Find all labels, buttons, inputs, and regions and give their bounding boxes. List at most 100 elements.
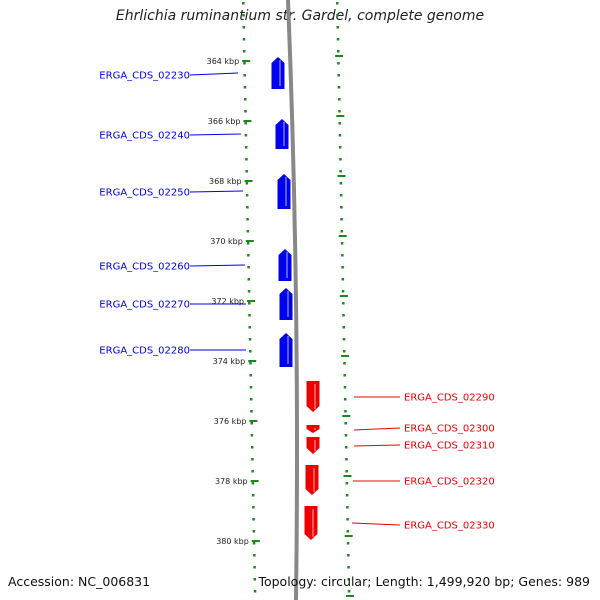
minor-tick-right xyxy=(346,530,350,533)
minor-tick-left xyxy=(251,470,254,473)
gene-label[interactable]: ERGA_CDS_02230 xyxy=(99,71,190,82)
accession-value: NC_006831 xyxy=(78,574,151,589)
gene-label[interactable]: ERGA_CDS_02320 xyxy=(404,477,495,488)
major-tick-left xyxy=(250,480,259,482)
major-tick-right xyxy=(338,235,347,237)
minor-tick-right xyxy=(343,374,346,377)
accession-footer: Accession: NC_006831 xyxy=(8,574,150,589)
gene-arrow[interactable] xyxy=(277,174,291,209)
gene-leader-line xyxy=(189,72,239,76)
minor-tick-left xyxy=(250,410,253,413)
kbp-tick-label: 366 kbp xyxy=(208,117,241,126)
minor-tick-right xyxy=(339,158,342,161)
gene-label[interactable]: ERGA_CDS_02290 xyxy=(404,393,495,404)
major-tick-right xyxy=(339,295,348,297)
gene-arrow-highlight xyxy=(314,440,316,451)
minor-tick-right xyxy=(341,278,345,281)
major-tick-left xyxy=(242,60,251,62)
kbp-tick-label: 374 kbp xyxy=(213,357,246,366)
minor-tick-left xyxy=(248,314,251,317)
minor-tick-right xyxy=(336,14,339,17)
genome-stats-footer: Topology: circular; Length: 1,499,920 bp; … xyxy=(258,574,590,589)
gene-arrow-highlight xyxy=(287,291,289,317)
right-tick-ring xyxy=(335,2,354,597)
gene-arrow[interactable] xyxy=(279,288,293,320)
minor-tick-left xyxy=(252,542,256,545)
length-label: Length: xyxy=(375,574,423,589)
gene-arrow-highlight xyxy=(286,252,288,278)
major-tick-right xyxy=(345,595,354,597)
minor-tick-right xyxy=(337,62,340,65)
gene-arrow-highlight xyxy=(313,468,315,492)
minor-tick-right xyxy=(341,254,344,257)
minor-tick-right xyxy=(346,542,350,545)
minor-tick-left xyxy=(253,554,256,557)
minor-tick-left xyxy=(250,434,254,437)
gene-arrow[interactable] xyxy=(304,506,318,540)
gene-arrow[interactable] xyxy=(271,57,285,89)
minor-tick-left xyxy=(252,530,256,533)
major-tick-left xyxy=(244,180,253,182)
kbp-tick-label: 372 kbp xyxy=(211,297,244,306)
major-tick-left xyxy=(248,360,257,362)
gene-label[interactable]: ERGA_CDS_02250 xyxy=(99,188,190,199)
gene-arrow[interactable] xyxy=(305,465,319,495)
minor-tick-left xyxy=(246,242,250,245)
length-value: 1,499,920 bp; xyxy=(426,574,515,589)
gene-arrow[interactable] xyxy=(275,119,289,149)
gene-arrow-highlight xyxy=(285,177,287,206)
gene-label[interactable]: ERGA_CDS_02310 xyxy=(404,441,495,452)
gene-features: ERGA_CDS_02230 ERGA_CDS_02240 ERGA_CDS_022… xyxy=(99,57,495,540)
minor-tick-right xyxy=(340,230,344,233)
minor-tick-right xyxy=(338,122,341,125)
gene-arrow-highlight xyxy=(287,336,289,364)
kbp-tick-label: 364 kbp xyxy=(207,57,240,66)
topology-value: circular; xyxy=(320,574,372,589)
minor-tick-left xyxy=(242,2,245,5)
gene-label[interactable]: ERGA_CDS_02300 xyxy=(404,424,495,435)
gene-label[interactable]: ERGA_CDS_02240 xyxy=(99,131,190,142)
gene-label[interactable]: ERGA_CDS_02280 xyxy=(99,346,190,357)
minor-tick-left xyxy=(247,254,250,257)
minor-tick-right xyxy=(347,578,351,581)
minor-tick-left xyxy=(242,14,245,17)
gene-label[interactable]: ERGA_CDS_02330 xyxy=(404,521,495,532)
minor-tick-left xyxy=(244,122,247,125)
gene-label[interactable]: ERGA_CDS_02270 xyxy=(99,300,190,311)
gene-arrow[interactable] xyxy=(306,437,320,454)
minor-tick-left xyxy=(249,386,253,389)
minor-tick-right xyxy=(338,134,342,137)
minor-tick-left xyxy=(243,86,247,89)
minor-tick-right xyxy=(339,182,343,185)
minor-tick-left xyxy=(245,194,249,197)
minor-tick-left xyxy=(251,494,255,497)
minor-tick-left xyxy=(245,182,249,185)
minor-tick-left xyxy=(243,50,246,53)
genes-value: 989 xyxy=(566,574,590,589)
gene-arrow[interactable] xyxy=(278,249,292,281)
minor-tick-right xyxy=(337,74,340,77)
gene-arrow[interactable] xyxy=(279,333,293,367)
minor-tick-left xyxy=(247,266,250,269)
gene-label[interactable]: ERGA_CDS_02260 xyxy=(99,262,190,273)
minor-tick-left xyxy=(251,458,254,461)
major-tick-right xyxy=(335,55,344,57)
major-tick-right xyxy=(342,415,351,417)
minor-tick-left xyxy=(251,482,255,485)
minor-tick-left xyxy=(246,206,249,209)
gene-arrow[interactable] xyxy=(306,381,320,412)
gene-arrow-highlight xyxy=(283,122,285,146)
minor-tick-left xyxy=(249,350,252,353)
kbp-tick-label: 378 kbp xyxy=(215,477,248,486)
minor-tick-left xyxy=(245,170,248,173)
minor-tick-left xyxy=(244,134,248,137)
genes-label: Genes: xyxy=(518,574,563,589)
minor-tick-right xyxy=(346,506,349,509)
minor-tick-right xyxy=(343,386,347,389)
gene-arrow[interactable] xyxy=(306,425,320,433)
minor-tick-right xyxy=(343,398,347,401)
minor-tick-left xyxy=(248,302,251,305)
gene-leader-line xyxy=(353,427,401,431)
minor-tick-left xyxy=(244,110,247,113)
minor-tick-left xyxy=(252,506,255,509)
